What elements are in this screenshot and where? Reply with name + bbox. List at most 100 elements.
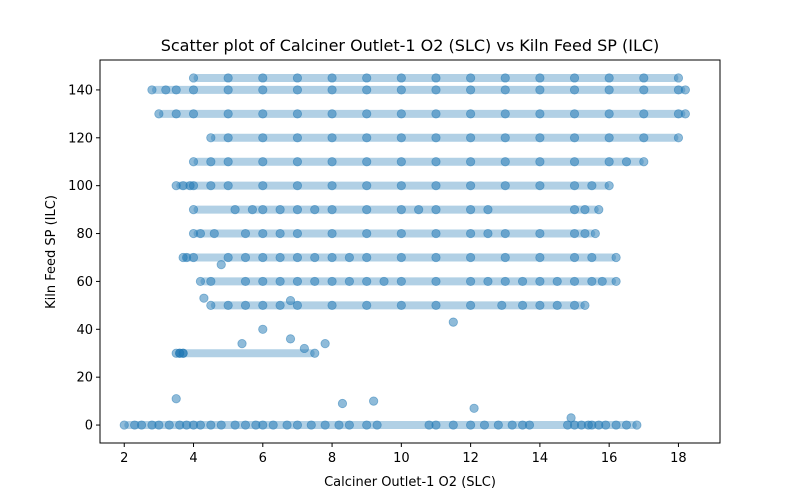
data-point bbox=[431, 133, 441, 143]
data-point bbox=[535, 85, 545, 95]
data-point bbox=[147, 85, 157, 95]
data-point bbox=[396, 252, 406, 263]
chart-title: Scatter plot of Calciner Outlet-1 O2 (SL… bbox=[161, 36, 660, 55]
data-point bbox=[223, 157, 233, 167]
data-point bbox=[223, 133, 233, 143]
data-point bbox=[569, 73, 580, 83]
data-point bbox=[171, 394, 181, 404]
data-point bbox=[310, 252, 320, 263]
data-point bbox=[500, 133, 510, 143]
data-point bbox=[414, 205, 424, 215]
data-point bbox=[362, 73, 372, 83]
data-point bbox=[431, 181, 441, 191]
data-point bbox=[552, 300, 562, 310]
data-point bbox=[466, 228, 476, 239]
data-point bbox=[580, 205, 590, 215]
data-point bbox=[206, 276, 216, 287]
data-point bbox=[621, 157, 632, 167]
data-point bbox=[230, 420, 240, 430]
x-tick-label: 14 bbox=[532, 451, 549, 466]
data-point bbox=[483, 205, 493, 215]
y-axis-label: Kiln Feed SP (ILC) bbox=[44, 195, 59, 309]
data-point bbox=[580, 228, 590, 239]
data-point bbox=[680, 109, 690, 119]
data-point bbox=[268, 420, 278, 430]
x-tick-label: 8 bbox=[328, 451, 336, 466]
point-band bbox=[193, 157, 644, 166]
data-point bbox=[292, 181, 303, 191]
data-point bbox=[171, 109, 181, 119]
data-point bbox=[327, 181, 337, 191]
data-point bbox=[230, 205, 240, 215]
data-point bbox=[601, 420, 611, 430]
data-point bbox=[500, 181, 510, 191]
y-tick-label: 120 bbox=[68, 131, 93, 146]
data-point bbox=[466, 181, 476, 191]
x-tick-label: 18 bbox=[670, 451, 687, 466]
x-axis-ticks: 2 4 6 8 10 12 14 16 18 bbox=[120, 443, 687, 466]
data-point bbox=[611, 276, 621, 287]
data-point bbox=[632, 420, 642, 430]
data-point bbox=[223, 109, 233, 119]
data-point bbox=[431, 300, 441, 310]
data-point bbox=[240, 276, 251, 287]
data-point bbox=[258, 205, 268, 215]
data-point bbox=[552, 276, 562, 287]
data-point bbox=[507, 420, 517, 430]
data-point bbox=[206, 133, 216, 143]
data-point bbox=[258, 324, 268, 334]
data-point bbox=[569, 205, 580, 215]
data-point bbox=[258, 252, 268, 263]
data-point bbox=[396, 85, 406, 95]
dense-point-bands bbox=[124, 73, 686, 430]
data-point bbox=[535, 300, 545, 310]
data-point bbox=[327, 73, 337, 83]
data-point bbox=[466, 205, 476, 215]
data-point bbox=[500, 85, 510, 95]
data-point bbox=[327, 109, 337, 119]
data-point bbox=[362, 157, 372, 167]
data-point bbox=[188, 252, 199, 263]
data-point bbox=[206, 420, 216, 430]
point-band bbox=[183, 253, 617, 262]
point-band bbox=[193, 73, 679, 82]
data-point bbox=[337, 398, 348, 409]
data-point bbox=[327, 300, 337, 310]
data-point bbox=[362, 85, 372, 95]
data-point bbox=[320, 420, 330, 430]
data-point bbox=[500, 73, 510, 83]
point-band bbox=[176, 181, 610, 190]
data-point bbox=[604, 73, 614, 83]
data-point bbox=[639, 157, 649, 167]
data-point bbox=[195, 420, 206, 430]
data-point bbox=[258, 276, 268, 287]
y-axis-ticks: 0 20 40 60 80 100 120 140 bbox=[68, 83, 100, 434]
data-point bbox=[292, 157, 303, 167]
data-point bbox=[240, 300, 251, 310]
data-point bbox=[299, 343, 309, 354]
y-tick-label: 40 bbox=[76, 323, 93, 338]
data-point bbox=[310, 205, 320, 215]
data-point bbox=[275, 228, 285, 239]
data-point bbox=[535, 73, 545, 83]
data-points bbox=[119, 73, 690, 430]
data-point bbox=[327, 276, 337, 287]
data-point bbox=[604, 157, 614, 167]
data-point bbox=[195, 228, 206, 239]
point-band bbox=[210, 301, 585, 310]
data-point bbox=[362, 133, 372, 143]
data-point bbox=[517, 300, 528, 310]
data-point bbox=[396, 73, 406, 83]
data-point bbox=[334, 420, 344, 430]
data-point bbox=[258, 73, 268, 83]
data-point bbox=[292, 300, 303, 310]
data-point bbox=[535, 228, 545, 239]
data-point bbox=[524, 420, 535, 430]
data-point bbox=[164, 420, 174, 430]
data-point bbox=[327, 133, 337, 143]
data-point bbox=[535, 157, 545, 167]
data-point bbox=[188, 85, 199, 95]
data-point bbox=[237, 339, 247, 349]
data-point bbox=[466, 133, 476, 143]
